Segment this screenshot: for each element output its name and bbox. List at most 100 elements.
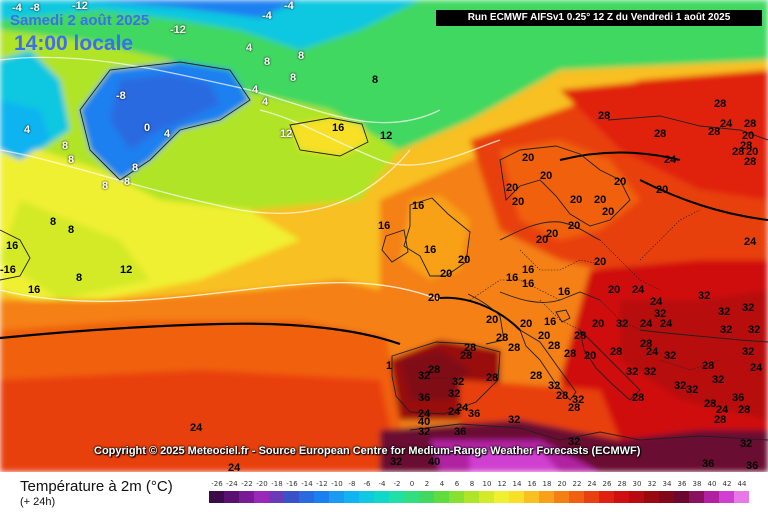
temperature-label: 20: [584, 350, 597, 362]
legend-color-cell: [449, 491, 464, 503]
legend-color-cell: [494, 491, 509, 503]
temperature-label: 24: [640, 318, 653, 330]
legend-color-scale: -26 -24 -22 -20 -18 -16 -14 -12 -10 -8 -6 -4 -2 0 2 4 6 8…: [209, 480, 753, 506]
temperature-field: [0, 0, 768, 472]
legend-color-cell: [539, 491, 554, 503]
temperature-label: 28: [568, 402, 581, 414]
temperature-label: 20: [656, 184, 669, 196]
temperature-label: 24: [750, 362, 763, 374]
temperature-label: 8: [290, 72, 297, 84]
legend-color-cell: [479, 491, 494, 503]
legend-tick-label: 8: [469, 480, 475, 488]
temperature-label: 20: [506, 182, 519, 194]
temperature-label: 24: [456, 402, 469, 414]
temperature-label: 8: [124, 176, 131, 188]
temperature-label: 8: [132, 162, 139, 174]
temperature-label: 28: [654, 128, 667, 140]
temperature-label: 20: [512, 196, 525, 208]
temperature-label: 28: [732, 146, 745, 158]
legend-color-cell: [569, 491, 584, 503]
temperature-label: 32: [548, 380, 561, 392]
temperature-label: 28: [556, 390, 569, 402]
temperature-label: 8: [298, 50, 305, 62]
temperature-label: 28: [744, 118, 757, 130]
legend-tick-label: -6: [363, 480, 371, 488]
temperature-label: 4: [262, 96, 269, 108]
copyright-notice: Copyright © 2025 Meteociel.fr - Source E…: [94, 445, 641, 457]
temperature-label: 8: [68, 154, 75, 166]
temperature-label: 28: [632, 392, 645, 404]
temperature-label: 32: [740, 438, 753, 450]
legend-tick-label: -18: [271, 480, 283, 488]
legend-tick-label: 26: [602, 480, 612, 488]
temperature-label: 12: [280, 128, 293, 140]
legend-tick-label: -16: [286, 480, 298, 488]
temperature-label: 32: [418, 370, 431, 382]
temperature-label: 28: [704, 398, 717, 410]
forecast-local-time: 14:00 locale: [14, 32, 134, 55]
legend-tick-label: -24: [226, 480, 238, 488]
legend-color-cell: [254, 491, 269, 503]
temperature-label: 8: [62, 140, 69, 152]
temperature-label: -4: [262, 10, 272, 22]
temperature-label: 20: [570, 194, 583, 206]
legend-color-cell: [434, 491, 449, 503]
run-info-banner: Run ECMWF AIFSv1 0.25° 12 Z du Vendredi …: [436, 10, 762, 26]
legend-color-cell: [629, 491, 644, 503]
temperature-label: 4: [164, 128, 171, 140]
temperature-label: 24: [720, 118, 733, 130]
temperature-label: 32: [448, 388, 461, 400]
temperature-label: 20: [522, 152, 535, 164]
legend-color-cell: [554, 491, 569, 503]
temperature-label: 16: [6, 240, 19, 252]
temperature-map: -4 -8 -12 -12 -4 -4 4 8 8 8 8 -8 4 4 4 8 8 0 4 8 8 8 12 16 12 8 8 1…: [0, 0, 768, 472]
temperature-legend: Température à 2m (°C) (+ 24h) -26 -24 -22-…: [0, 472, 768, 512]
temperature-label: 28: [464, 342, 477, 354]
temperature-label: 32: [390, 456, 403, 468]
temperature-label: -12: [72, 0, 88, 12]
temperature-label: 24: [716, 404, 729, 416]
temperature-label: 36: [732, 392, 745, 404]
legend-color-cell: [419, 491, 434, 503]
temperature-label: 20: [536, 234, 549, 246]
temperature-label: -8: [30, 2, 40, 14]
legend-color-cell: [584, 491, 599, 503]
temperature-label: 28: [564, 348, 577, 360]
temperature-label: 28: [548, 340, 561, 352]
temperature-label: 36: [702, 458, 715, 470]
temperature-label: 32: [616, 318, 629, 330]
temperature-label: 40: [418, 416, 431, 428]
temperature-label: 24: [190, 422, 203, 434]
temperature-label: 24: [660, 318, 673, 330]
legend-color-cell: [299, 491, 314, 503]
temperature-label: 24: [418, 408, 431, 420]
temperature-label: 32: [654, 308, 667, 320]
temperature-label: 20: [742, 130, 755, 142]
legend-tick-label: 40: [707, 480, 717, 488]
temperature-label: 12: [120, 264, 133, 276]
temperature-label: -4: [284, 0, 294, 12]
temperature-label: 8: [264, 56, 271, 68]
legend-color-cell: [524, 491, 539, 503]
temperature-label: 28: [714, 414, 727, 426]
temperature-label: 40: [428, 456, 441, 468]
temperature-label: 32: [712, 374, 725, 386]
legend-tick-label: 20: [557, 480, 567, 488]
legend-color-cell: [209, 491, 224, 503]
temperature-label: 20: [746, 146, 759, 158]
temperature-label: 32: [664, 350, 677, 362]
legend-color-cell: [224, 491, 239, 503]
legend-tick-label: 22: [572, 480, 582, 488]
temperature-label: 8: [50, 216, 57, 228]
temperature-label: 20: [608, 284, 621, 296]
temperature-label: 32: [686, 384, 699, 396]
temperature-label: 24: [650, 296, 663, 308]
temperature-label: 32: [568, 436, 581, 448]
legend-tick-label: -22: [241, 480, 253, 488]
temperature-label: -16: [0, 264, 16, 276]
temperature-label: 32: [418, 426, 431, 438]
legend-color-cell: [404, 491, 419, 503]
temperature-label: 28: [610, 346, 623, 358]
temperature-label: 32: [748, 324, 761, 336]
legend-tick-label: 32: [647, 480, 657, 488]
